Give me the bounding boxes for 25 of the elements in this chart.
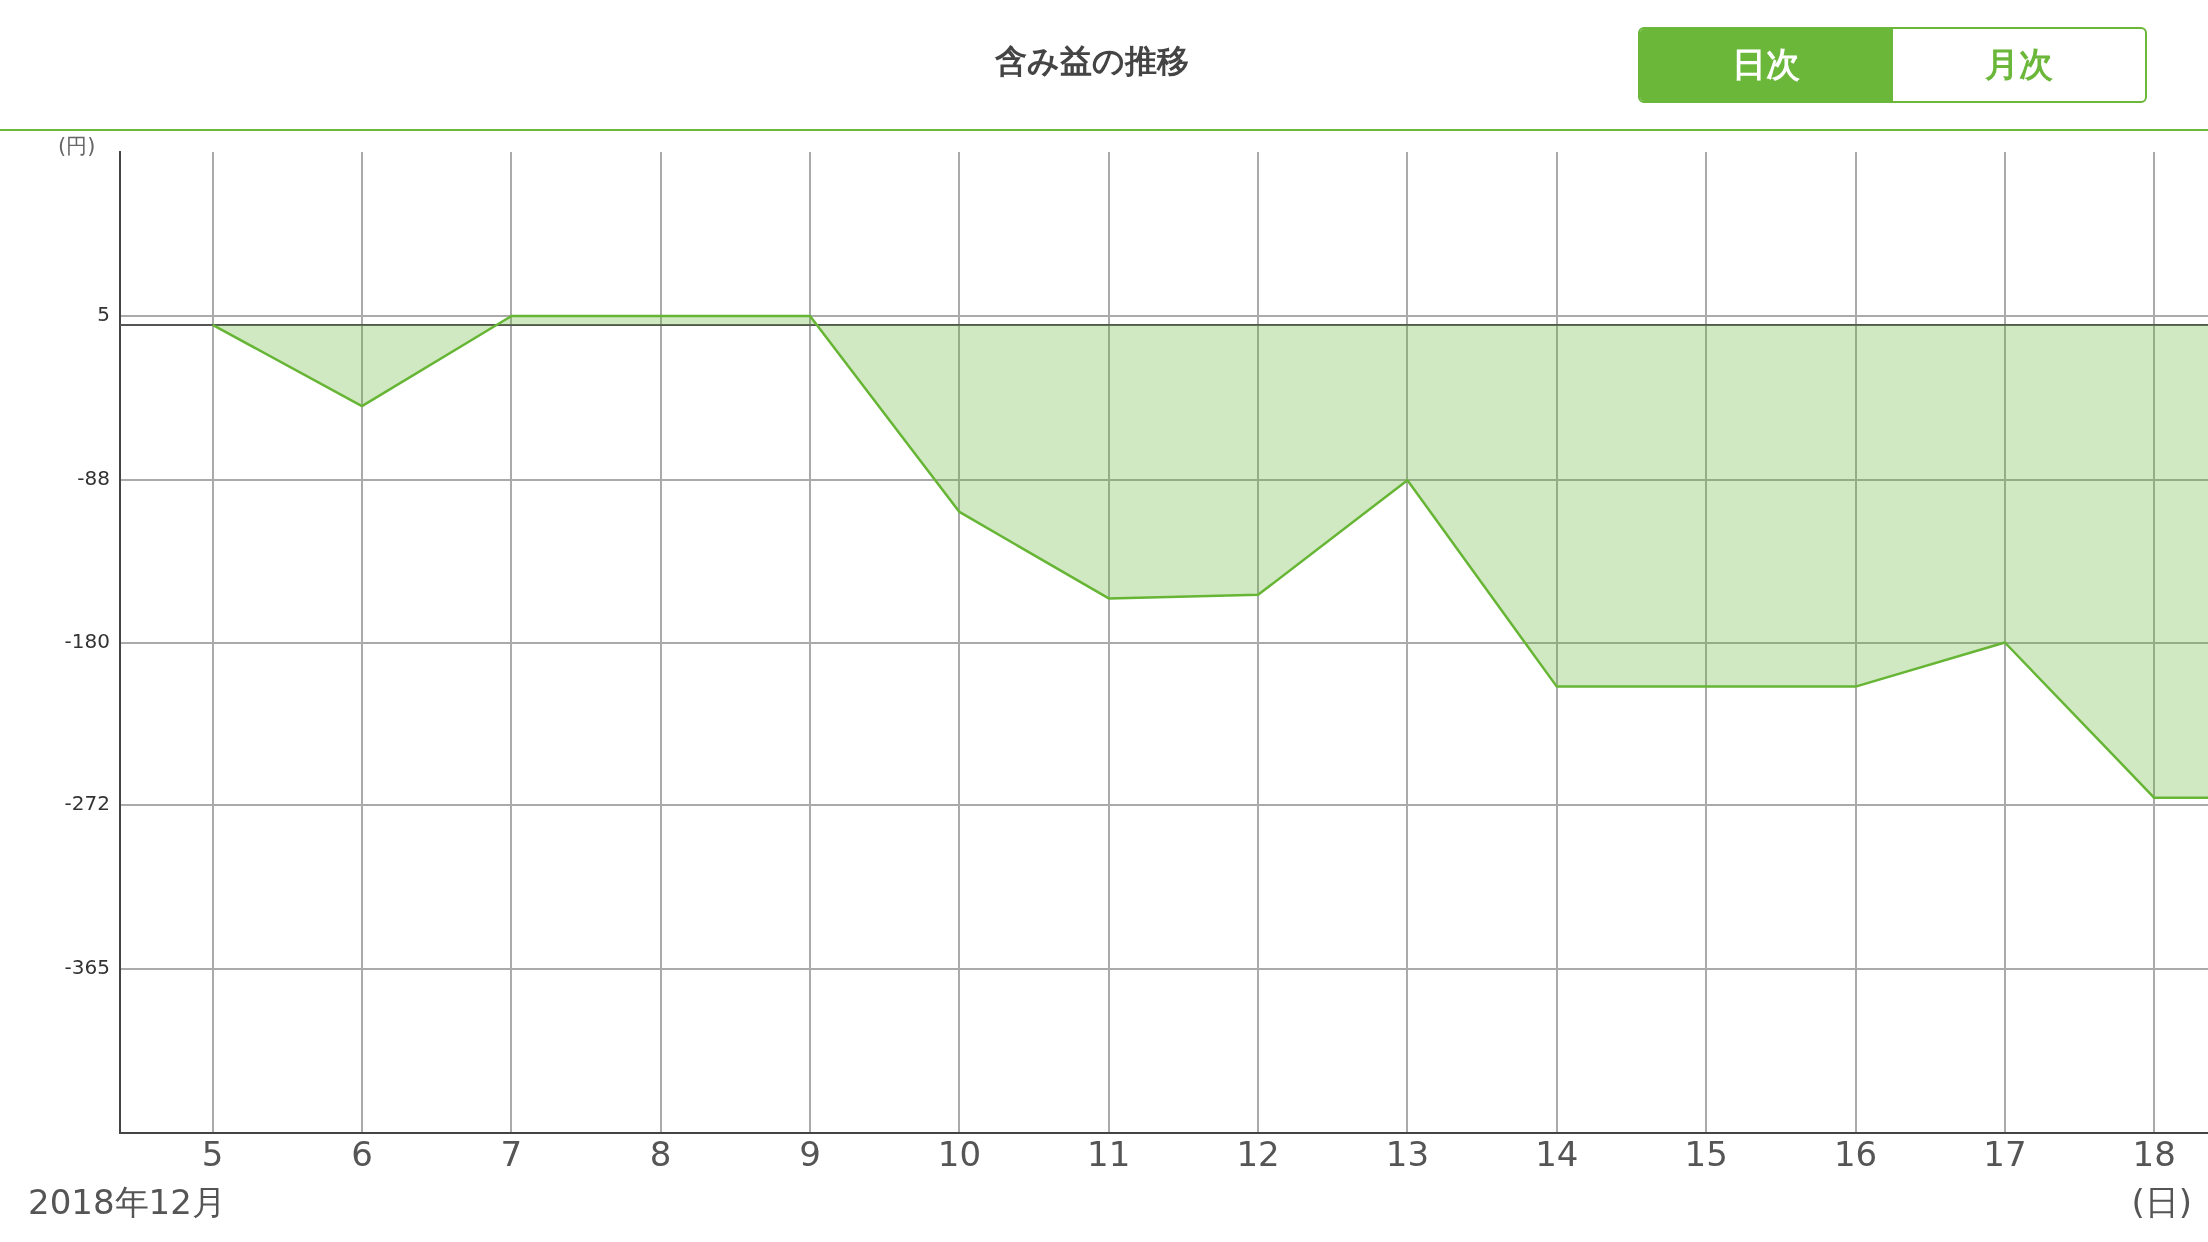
x-tick-label: 14: [1535, 1134, 1579, 1175]
y-tick-label: -272: [64, 791, 110, 816]
y-tick-label: 5: [97, 302, 110, 327]
x-tick-label: 7: [500, 1134, 523, 1175]
chart-title: 含み益の推移: [995, 42, 1189, 80]
y-tick-label: -88: [77, 466, 110, 491]
text: 月次: [1983, 43, 2054, 86]
y-tick-label: -180: [64, 628, 110, 653]
x-tick-label: 12: [1236, 1134, 1280, 1175]
x-tick-label: 13: [1385, 1134, 1430, 1175]
x-axis-title: (日): [2131, 1181, 2192, 1224]
x-tick-label: 17: [1983, 1134, 2027, 1175]
y-tick-label: -365: [64, 955, 110, 980]
x-tick-label: 10: [937, 1134, 982, 1175]
x-tick-label: 6: [351, 1134, 373, 1175]
y-axis-title: (円): [58, 133, 96, 160]
x-tick-label: 18: [2132, 1134, 2176, 1175]
text: 日次: [1640, 29, 1893, 101]
x-tick-label: 9: [799, 1134, 821, 1175]
x-tick-label: 15: [1684, 1134, 1728, 1175]
x-tick-label: 16: [1833, 1134, 1878, 1175]
x-tick-label: 11: [1087, 1134, 1131, 1175]
x-tick-label: 5: [201, 1134, 224, 1175]
x-tick-label: 8: [649, 1134, 672, 1175]
text: 2018年12月: [28, 1181, 226, 1224]
